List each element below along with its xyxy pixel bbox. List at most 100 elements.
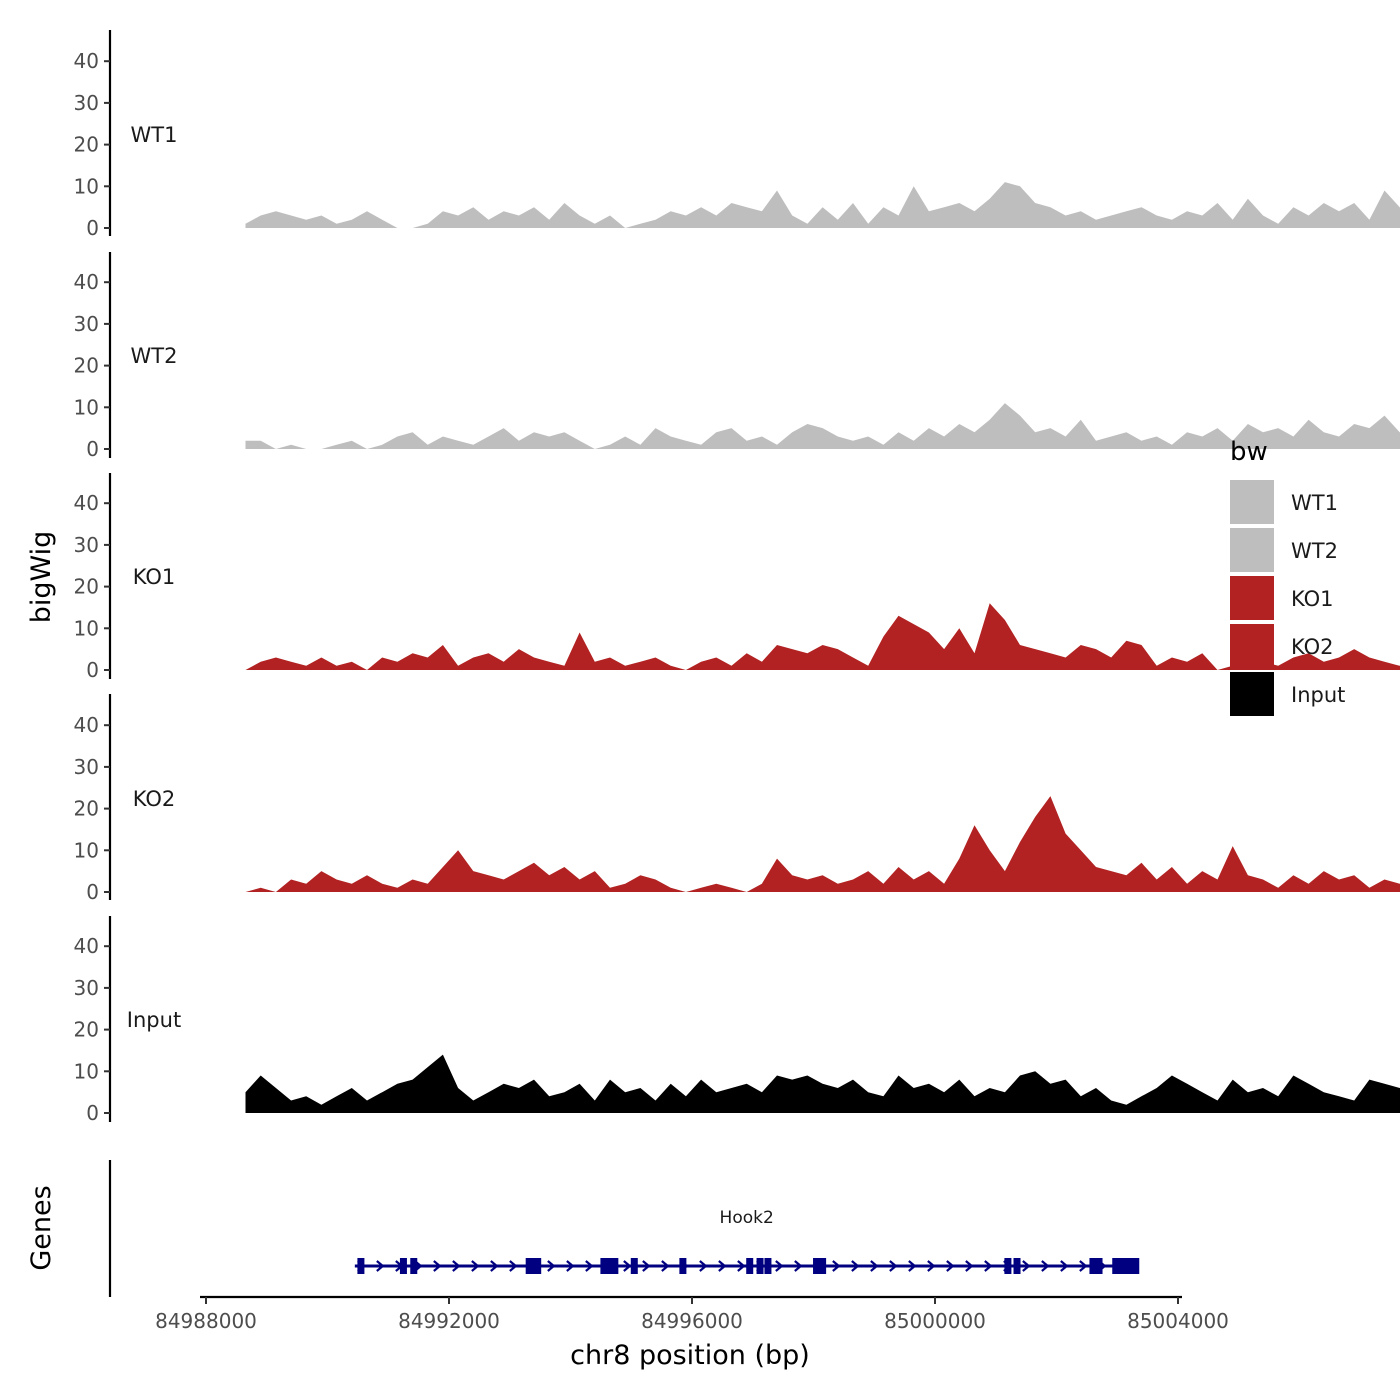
strand-arrow — [775, 1260, 784, 1272]
y-tick-label: 20 — [74, 133, 99, 157]
exon-block — [1089, 1258, 1097, 1274]
legend-label: WT1 — [1291, 491, 1338, 515]
exon-block — [525, 1258, 533, 1274]
exon-block — [399, 1258, 407, 1274]
exon-block — [756, 1258, 764, 1274]
strand-arrow — [946, 1260, 955, 1272]
legend-key-input — [1230, 672, 1274, 716]
y-tick-label: 0 — [86, 437, 99, 461]
y-tick-label: 10 — [74, 174, 99, 198]
y-tick-label: 30 — [74, 976, 99, 1000]
track-label: WT2 — [131, 344, 178, 368]
strand-arrow — [661, 1260, 670, 1272]
legend-key-ko2 — [1230, 624, 1274, 668]
legend-key-wt2 — [1230, 528, 1274, 572]
y-tick-label: 10 — [74, 616, 99, 640]
strand-arrow — [452, 1260, 461, 1272]
strand-arrow — [490, 1260, 499, 1272]
strand-arrow — [376, 1260, 385, 1272]
exon-block — [764, 1258, 772, 1274]
strand-arrow — [623, 1260, 632, 1272]
strand-arrow — [471, 1260, 480, 1272]
strand-arrow — [1022, 1260, 1031, 1272]
exon-block — [813, 1258, 821, 1274]
exon-block — [1095, 1258, 1103, 1274]
exon-block — [630, 1258, 638, 1274]
exon-block — [600, 1258, 608, 1274]
x-tick-label: 84992000 — [398, 1309, 500, 1333]
genes-panel: Hook2 — [108, 1160, 1140, 1297]
strand-arrow — [699, 1260, 708, 1272]
y-tick-label: 40 — [74, 934, 99, 958]
strand-arrow — [509, 1260, 518, 1272]
exon-block — [1004, 1258, 1012, 1274]
x-tick-label: 85000000 — [884, 1309, 986, 1333]
exon-block — [1117, 1258, 1139, 1274]
genes-axis-title: Genes — [26, 1185, 57, 1270]
strand-arrow — [718, 1260, 727, 1272]
gene-model: Hook2 — [354, 1208, 1140, 1274]
track-input: 0 10 20 30 40 Input — [74, 916, 1400, 1125]
strand-arrow — [585, 1260, 594, 1272]
exon-block — [819, 1258, 827, 1274]
signal-area-input — [245, 1054, 1400, 1113]
exon-block — [534, 1258, 542, 1274]
legend: bw WT1 WT2 KO1 KO2 Input — [1230, 437, 1345, 716]
track-label: KO2 — [133, 787, 176, 811]
strand-arrow — [832, 1260, 841, 1272]
y-axis-title: bigWig — [26, 531, 57, 624]
legend-title: bw — [1230, 437, 1268, 467]
strand-arrow — [1060, 1260, 1069, 1272]
x-tick-label: 85004000 — [1127, 1309, 1229, 1333]
legend-key-ko1 — [1230, 576, 1274, 620]
y-tick-label: 0 — [86, 880, 99, 904]
strand-arrow — [794, 1260, 803, 1272]
track-ko2: 0 10 20 30 40 KO2 — [74, 694, 1400, 904]
y-tick-label: 40 — [74, 270, 99, 294]
y-tick-label: 30 — [74, 312, 99, 336]
y-tick-label: 0 — [86, 658, 99, 682]
strand-arrow — [851, 1260, 860, 1272]
y-tick-label: 10 — [74, 395, 99, 419]
strand-arrow — [927, 1260, 936, 1272]
track-label: Input — [127, 1008, 181, 1032]
legend-label: Input — [1291, 683, 1345, 707]
strand-arrow — [1041, 1260, 1050, 1272]
strand-arrow — [737, 1260, 746, 1272]
legend-label: WT2 — [1291, 539, 1338, 563]
y-tick-label: 30 — [74, 755, 99, 779]
y-tick-label: 20 — [74, 797, 99, 821]
x-axis-title: chr8 position (bp) — [570, 1340, 810, 1371]
strand-arrow — [984, 1260, 993, 1272]
strand-arrow — [433, 1260, 442, 1272]
exon-block — [746, 1258, 754, 1274]
exon-block — [611, 1258, 619, 1274]
strand-arrow — [547, 1260, 556, 1272]
gene-name-label: Hook2 — [720, 1208, 774, 1228]
exon-block — [679, 1258, 687, 1274]
y-tick-label: 20 — [74, 1018, 99, 1042]
y-tick-label: 10 — [74, 838, 99, 862]
x-tick-label: 84988000 — [155, 1309, 257, 1333]
y-tick-label: 30 — [74, 91, 99, 115]
legend-label: KO2 — [1291, 635, 1334, 659]
signal-area-wt1 — [245, 182, 1400, 228]
y-tick-label: 30 — [74, 533, 99, 557]
track-ko1: 0 10 20 30 40 KO1 — [74, 473, 1400, 682]
x-axis: 84988000 84992000 84996000 85000000 85004000 — [155, 1295, 1229, 1333]
strand-arrow — [1079, 1260, 1088, 1272]
strand-arrow — [965, 1260, 974, 1272]
exon-block — [410, 1258, 418, 1274]
strand-arrow — [870, 1260, 879, 1272]
exon-block — [606, 1258, 614, 1274]
y-tick-label: 0 — [86, 1101, 99, 1125]
strand-arrow — [642, 1260, 651, 1272]
y-tick-label: 0 — [86, 216, 99, 240]
legend-label: KO1 — [1291, 587, 1334, 611]
strand-arrow — [908, 1260, 917, 1272]
legend-key-wt1 — [1230, 480, 1274, 524]
y-tick-label: 20 — [74, 354, 99, 378]
track-wt1: 0 10 20 30 40 WT1 — [74, 30, 1400, 240]
y-tick-label: 40 — [74, 491, 99, 515]
